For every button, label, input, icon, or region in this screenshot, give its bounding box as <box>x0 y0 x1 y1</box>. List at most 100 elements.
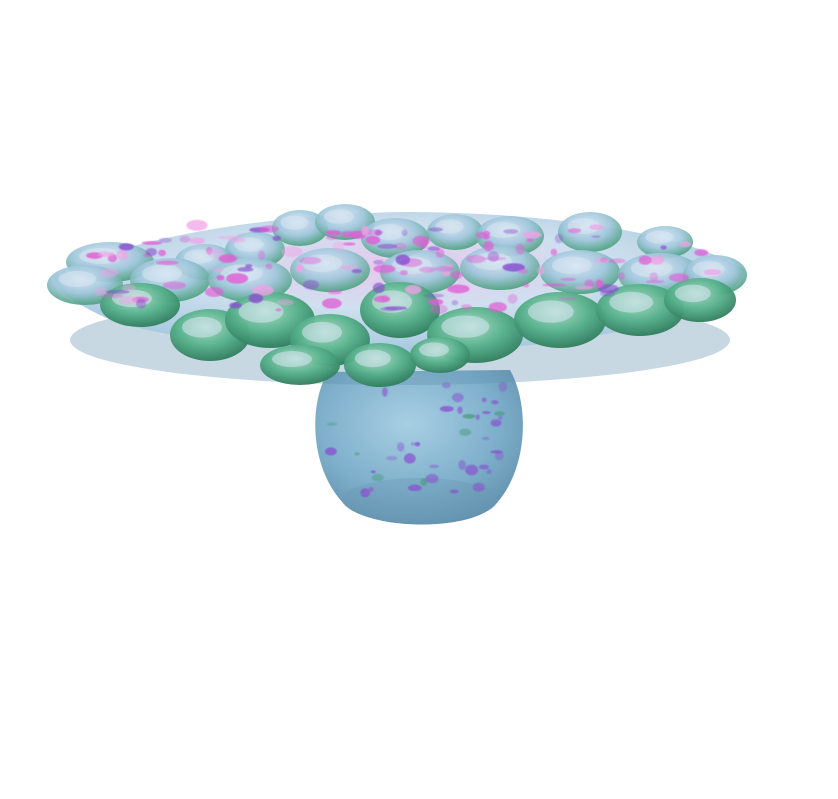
cap-speckle <box>296 264 304 273</box>
cap-speckle <box>483 240 494 252</box>
cap-speckle <box>155 260 179 266</box>
cap-speckle <box>141 241 163 245</box>
cap-lobe-highlight <box>435 219 464 234</box>
cap-speckle <box>537 266 545 276</box>
cap-lobe-highlight <box>184 249 214 264</box>
stalk-speckle <box>494 411 505 416</box>
stalk-speckle <box>354 452 360 456</box>
stalk-speckle <box>481 436 490 441</box>
cap-speckle <box>608 258 626 264</box>
cap-lobe-highlight <box>354 349 391 368</box>
cap-speckle <box>327 289 342 295</box>
cap-speckle <box>638 255 652 265</box>
cap-speckle <box>158 249 167 257</box>
cap-speckle <box>384 306 407 311</box>
cap-lobe-highlight <box>645 230 674 244</box>
cap-lobe-highlight <box>527 300 574 323</box>
stalk-speckle <box>495 451 504 461</box>
cap-speckle <box>550 248 558 256</box>
cap-speckle <box>419 266 436 273</box>
cap-speckle <box>116 249 129 261</box>
stalk-speckle <box>491 400 499 405</box>
cap-speckle <box>522 231 542 239</box>
cap-speckle <box>162 281 187 290</box>
cap-lobe-highlight <box>238 300 284 323</box>
cap-speckle <box>216 235 241 240</box>
cap-lobe-highlight <box>630 259 673 278</box>
cap-speckle <box>158 237 172 243</box>
stalk-speckle <box>371 473 384 482</box>
cap-lobe-highlight <box>142 264 182 283</box>
cap-lobe-highlight <box>324 209 354 224</box>
stalk-speckle <box>497 415 503 420</box>
cap-speckle <box>430 304 448 314</box>
cap-speckle <box>99 293 124 298</box>
cap-speckle <box>186 219 208 231</box>
cap-speckle <box>592 258 610 263</box>
cap-speckle <box>591 235 601 239</box>
stalk-speckle <box>382 387 388 397</box>
cap-speckle <box>351 269 362 274</box>
cap-speckle <box>145 248 157 256</box>
stalk-speckle <box>465 464 479 476</box>
cap-lobe-highlight <box>441 315 490 338</box>
cap-speckle <box>703 269 722 276</box>
cap-speckle <box>515 243 525 255</box>
cap-lobe-highlight <box>419 342 449 357</box>
cap-lobe-highlight <box>272 351 312 367</box>
cap-speckle <box>119 295 138 305</box>
cap-speckle <box>560 277 577 281</box>
stalk-speckle <box>396 442 405 452</box>
cap-speckle <box>248 293 264 304</box>
cap-speckle <box>372 282 385 293</box>
cap-speckle <box>207 248 223 259</box>
cap-speckle <box>373 264 396 274</box>
cap-speckle <box>595 279 604 289</box>
cap-speckle <box>412 235 430 247</box>
cap-speckle <box>558 297 577 301</box>
cap-speckle <box>272 235 282 241</box>
cap-disc <box>47 204 747 387</box>
cap-speckle <box>427 298 444 306</box>
cap-speckle <box>325 230 341 236</box>
cap-speckle <box>204 287 224 297</box>
cap-speckle <box>447 284 470 294</box>
cap-speckle <box>618 272 625 280</box>
cap-speckle <box>322 298 342 309</box>
cap-speckle <box>574 285 594 290</box>
cap-speckle <box>257 250 266 261</box>
cap-speckle <box>517 268 529 274</box>
cap-speckle <box>179 235 191 243</box>
stalk-speckle <box>478 464 490 470</box>
cap-speckle <box>542 283 566 287</box>
stalk-speckle <box>486 469 492 475</box>
stalk-speckle <box>451 392 464 403</box>
cap-speckle <box>189 237 205 244</box>
cap-speckle <box>299 256 322 265</box>
stalk-speckle <box>481 411 491 414</box>
cap-speckle <box>245 264 253 269</box>
cap-speckle <box>428 227 443 232</box>
cap-speckle <box>484 256 507 261</box>
cap-lobe-highlight <box>552 256 592 275</box>
cap-speckle <box>600 289 615 297</box>
cap-speckle <box>277 299 294 306</box>
cap-speckle <box>121 284 136 292</box>
cap-speckle <box>380 295 389 303</box>
cap-speckle <box>660 245 667 250</box>
cap-speckle <box>135 298 147 309</box>
cap-lobe-highlight <box>486 222 521 238</box>
stalk-speckle <box>458 460 466 470</box>
cap-speckle <box>466 255 486 264</box>
cap-speckle <box>259 225 279 233</box>
cap-speckle <box>679 241 692 248</box>
cap-speckle <box>434 265 455 272</box>
cap-speckle <box>567 228 582 234</box>
stalk-body <box>315 370 523 525</box>
cap-speckle <box>118 243 134 251</box>
stalk-speckle <box>420 478 428 486</box>
cap-speckle <box>423 293 445 298</box>
cap-speckle <box>99 268 119 278</box>
